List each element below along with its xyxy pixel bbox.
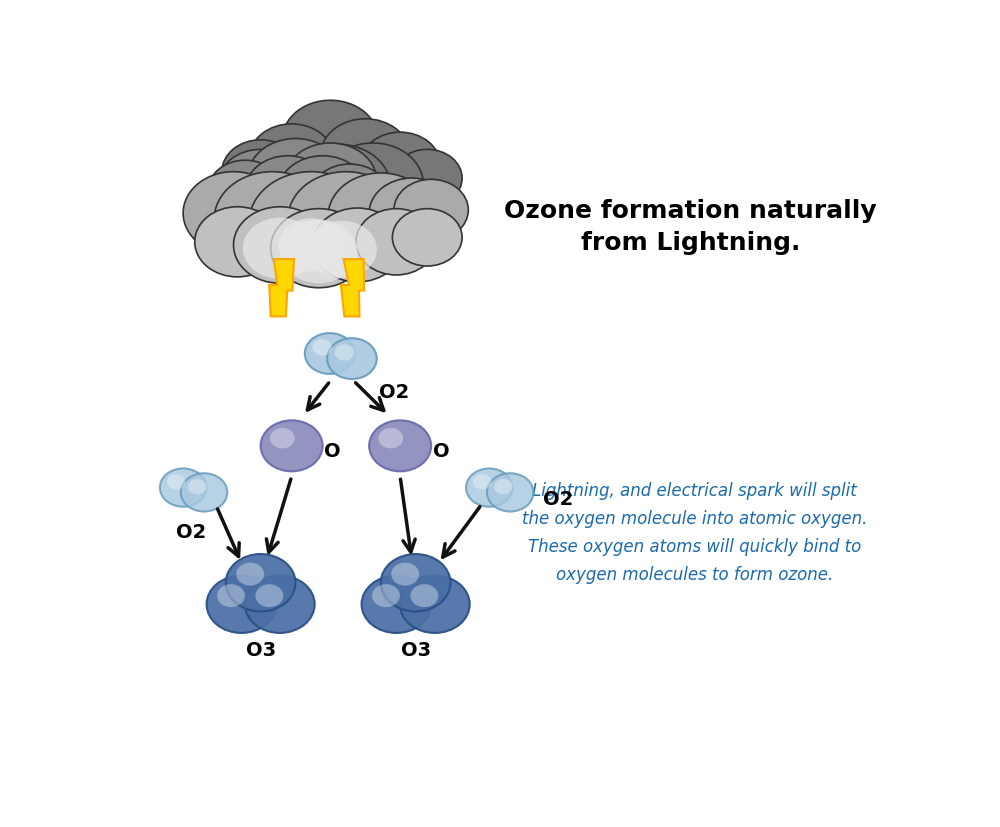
Circle shape [245,576,315,633]
Circle shape [400,576,470,633]
Circle shape [282,101,378,180]
Circle shape [271,209,367,289]
Text: O2: O2 [544,489,574,508]
Circle shape [466,469,512,507]
Circle shape [207,576,276,633]
Circle shape [208,161,282,222]
Circle shape [360,133,440,199]
Circle shape [249,173,373,275]
Circle shape [226,554,296,612]
Polygon shape [269,260,294,317]
Circle shape [160,469,206,507]
Circle shape [222,141,299,204]
Circle shape [278,219,344,272]
Text: O: O [433,442,449,461]
Circle shape [369,179,454,249]
Circle shape [378,428,403,449]
Circle shape [391,563,419,586]
Circle shape [328,174,433,261]
Text: O2: O2 [176,523,206,542]
Circle shape [218,151,303,220]
Circle shape [362,576,431,633]
Circle shape [410,585,438,607]
Circle shape [394,180,468,241]
Circle shape [323,144,423,227]
Circle shape [335,345,354,361]
Circle shape [261,421,323,471]
Circle shape [494,480,512,495]
Circle shape [243,218,317,280]
Circle shape [188,480,206,495]
Circle shape [214,173,330,268]
Text: O2: O2 [379,383,409,402]
Text: O3: O3 [401,641,431,660]
Circle shape [392,209,462,267]
Circle shape [217,585,245,607]
Text: Lightning, and electrical spark will split
the oxygen molecule into atomic oxyge: Lightning, and electrical spark will spl… [522,481,867,583]
Circle shape [327,339,377,380]
Text: O3: O3 [246,641,276,660]
Circle shape [309,165,390,231]
Circle shape [487,474,533,512]
Circle shape [313,208,402,283]
Circle shape [392,151,462,208]
Circle shape [372,585,400,607]
Circle shape [369,421,431,471]
Circle shape [307,222,377,279]
Circle shape [284,144,377,220]
Text: Ozone formation naturally
from Lightning.: Ozone formation naturally from Lightning… [504,198,877,255]
Circle shape [288,173,404,268]
Circle shape [278,156,368,231]
Circle shape [473,475,492,490]
Circle shape [280,220,358,284]
Text: O: O [324,442,341,461]
Circle shape [181,474,227,512]
Circle shape [249,125,334,194]
Circle shape [381,554,450,612]
Circle shape [167,475,185,490]
Circle shape [356,209,437,275]
Polygon shape [341,260,364,317]
Circle shape [270,428,295,449]
Circle shape [234,208,326,284]
Circle shape [255,585,283,607]
Circle shape [312,340,332,356]
Circle shape [257,151,350,227]
Circle shape [247,140,344,218]
Circle shape [245,156,330,227]
Circle shape [183,173,284,256]
Circle shape [236,563,264,586]
Circle shape [195,208,280,278]
Circle shape [285,145,391,232]
Circle shape [320,120,410,194]
Circle shape [305,334,354,375]
